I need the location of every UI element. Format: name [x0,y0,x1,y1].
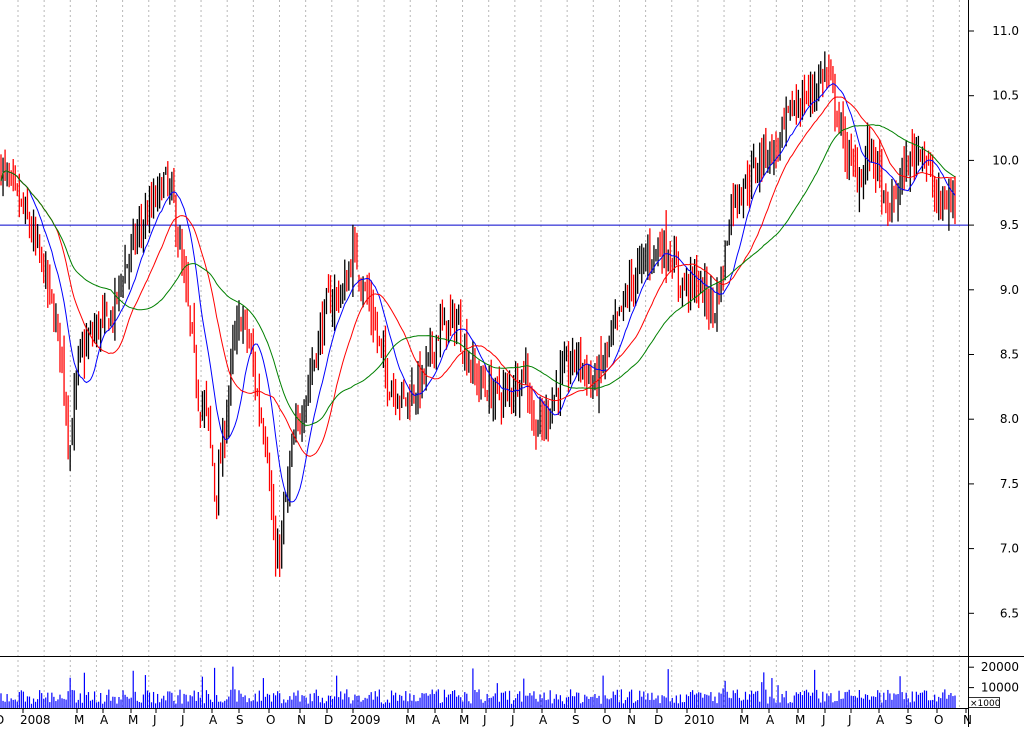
time-tick-label: J [180,713,185,727]
time-tick-label: N [963,713,972,727]
time-tick-label: D [324,713,333,727]
time-tick-label: J [482,713,487,727]
volume-bars [0,666,956,708]
price-axis: 11.0 10.5 10.0 9.5 9.0 8.5 8.0 7.5 7.0 6.5 [968,24,1019,620]
volume-tick-label: 10000 [981,681,1019,695]
time-tick-label: A [766,713,775,727]
price-tick-label: 6.5 [1000,606,1019,620]
time-tick-label: M [405,713,415,727]
moving-average-medium [0,96,956,457]
time-tick-label: M [795,713,805,727]
price-tick-label: 8.0 [1000,412,1019,426]
time-tick-label: S [236,713,244,727]
time-tick-label: A [539,713,548,727]
time-tick-label: 2008 [20,713,51,727]
candlesticks [0,51,956,577]
time-tick-label: J [510,713,515,727]
volume-unit-label: ×1000 [970,699,1001,709]
time-tick-label: M [739,713,749,727]
time-tick-label: A [100,713,109,727]
price-tick-label: 8.5 [1000,348,1019,362]
time-tick-label: S [572,713,580,727]
price-tick-label: 9.5 [1000,218,1019,232]
moving-averages [0,83,956,503]
time-tick-label: A [432,713,441,727]
volume-tick-label: 20000 [981,660,1019,674]
price-tick-label: 10.5 [992,89,1019,103]
time-tick-label: S [905,713,913,727]
price-tick-label: 7.5 [1000,477,1019,491]
time-tick-label: 2009 [350,713,381,727]
price-tick-label: 10.0 [992,153,1019,167]
price-tick-label: 7.0 [1000,542,1019,556]
time-tick-label: D [654,713,663,727]
grid-lines [17,0,960,708]
volume-axis: 20000 10000 ×1000 [968,660,1019,709]
time-tick-label: M [459,713,469,727]
time-tick-label: J [821,713,826,727]
time-tick-label: N [297,713,306,727]
price-tick-label: 9.0 [1000,283,1019,297]
time-tick-label: J [847,713,852,727]
time-tick-label: M [128,713,138,727]
moving-average-short [0,83,956,503]
time-tick-label: D [0,713,4,727]
price-tick-label: 11.0 [992,24,1019,38]
time-tick-label: A [876,713,885,727]
time-tick-label: M [74,713,84,727]
time-tick-label: N [627,713,636,727]
time-tick-label: 2010 [684,713,715,727]
time-axis: D2008MAMJJASOND2009MAMJJASOND2010MAMJJAS… [0,708,972,727]
volume-unit-box [968,697,1000,708]
time-tick-label: A [209,713,218,727]
moving-average-long [0,124,956,426]
time-tick-label: O [934,713,943,727]
time-tick-label: O [266,713,275,727]
time-tick-label: O [602,713,611,727]
time-tick-label: J [152,713,157,727]
